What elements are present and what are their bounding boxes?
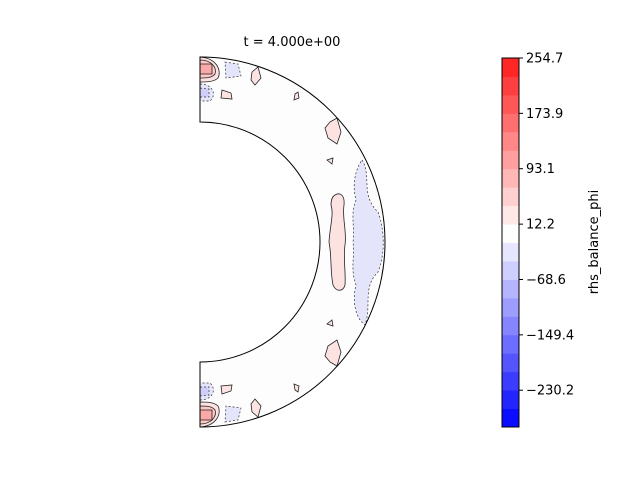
chart-title: t = 4.000e+00 (244, 35, 341, 50)
contour-negative-north2-inner (199, 87, 210, 98)
contour-positive-south-3 (199, 409, 213, 421)
colorbar-tick-label: 254.7 (526, 52, 563, 67)
contour-negative-north (224, 61, 242, 79)
colorbar-band (502, 131, 519, 151)
colorbar-band (502, 353, 519, 373)
colorbar-band (502, 76, 519, 96)
colorbar-band (502, 168, 519, 188)
contour-negative-south2-inner (199, 386, 210, 397)
colorbar-band (502, 94, 519, 114)
plot-area (199, 56, 386, 428)
contour-negative-equator (352, 159, 384, 326)
annulus-domain (200, 57, 385, 427)
colorbar-band (502, 297, 519, 317)
colorbar-band (502, 205, 519, 225)
colorbar-band (502, 371, 519, 391)
colorbar-band (502, 224, 519, 243)
contour-small-lower2 (293, 383, 300, 393)
contour-small-lower (326, 319, 334, 327)
colorbar-tick-label: 12.2 (526, 218, 555, 233)
colorbar-band (502, 150, 519, 170)
colorbar-tick-label: −230.2 (526, 384, 574, 399)
colorbar-band (502, 242, 519, 262)
contour-positive-north-3 (199, 63, 213, 75)
annulus-boundary (199, 56, 386, 428)
contour-small-upper2 (293, 91, 300, 101)
colorbar-tick-label: 93.1 (526, 162, 555, 177)
colorbar: 254.7 173.9 93.1 12.2 −68.6 −149.4 −230.2 (501, 52, 574, 428)
colorbar-band (502, 316, 519, 336)
colorbar-band (502, 260, 519, 280)
colorbar-tick-label: 173.9 (526, 107, 563, 122)
colorbar-band (502, 334, 519, 354)
colorbar-band (502, 279, 519, 299)
contour-positive-top3 (250, 66, 262, 86)
colorbar-frame (501, 57, 520, 428)
colorbar-band (502, 58, 519, 77)
colorbar-band (502, 187, 519, 207)
colorbar-tick-label: −68.6 (526, 273, 566, 288)
colorbar-band (502, 390, 519, 410)
contour-negative-south (224, 405, 242, 423)
colorbar-band (502, 408, 519, 428)
colorbar-label: rhs_balance_phi (587, 190, 602, 294)
contour-positive-top4 (220, 89, 233, 100)
contour-positive-equator (328, 193, 346, 291)
colorbar-band (502, 113, 519, 133)
contour-positive-bot3 (250, 398, 262, 418)
contour-positive-bot4 (220, 384, 233, 395)
contour-small-upper (326, 157, 334, 165)
colorbar-tick-label: −149.4 (526, 328, 574, 343)
